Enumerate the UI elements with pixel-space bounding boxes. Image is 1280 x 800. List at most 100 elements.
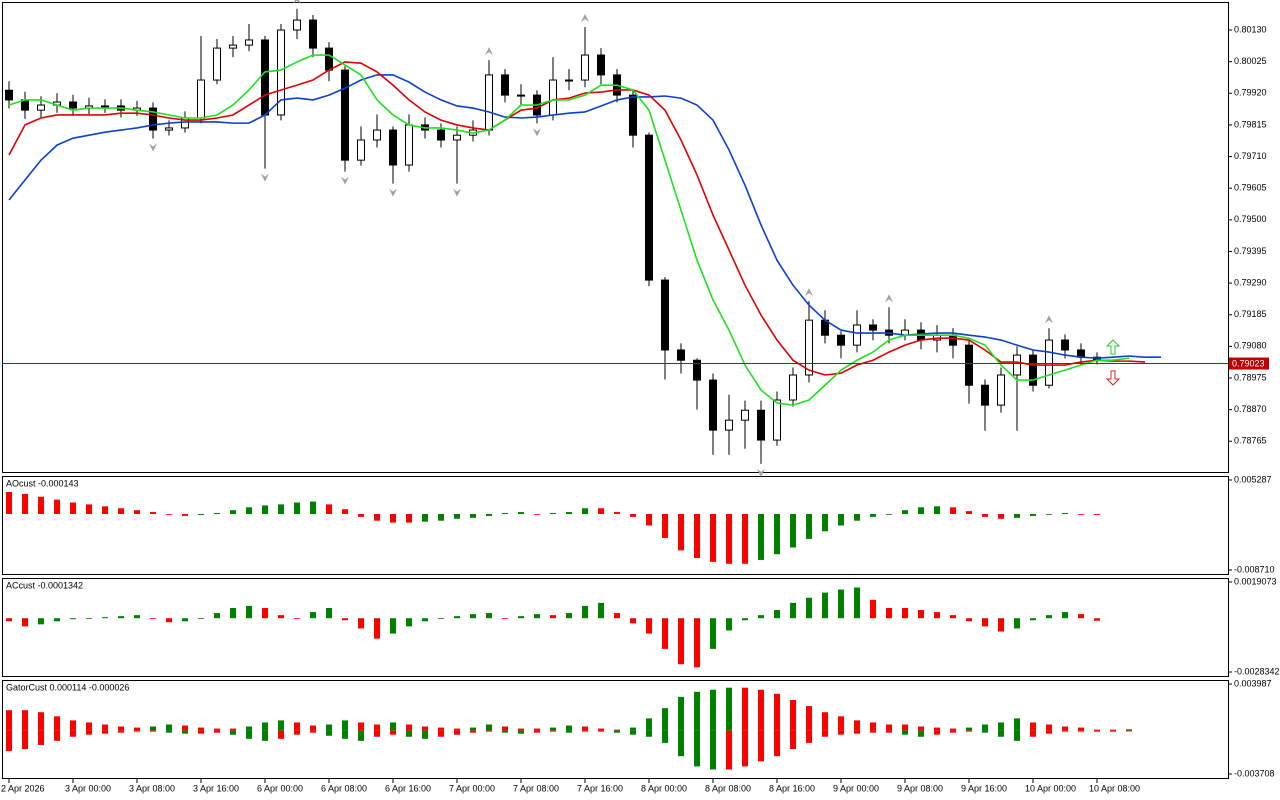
fractal-up [805,288,813,297]
histogram-bar [310,501,316,514]
histogram-bar [966,511,972,514]
histogram-bar [214,513,220,514]
histogram-bar [1078,730,1084,732]
histogram-bar [518,616,524,619]
histogram-bar [102,724,108,731]
histogram-bar [598,602,604,619]
price-pane [2,2,1229,473]
histogram-bar [646,718,652,731]
histogram-bar [582,730,588,732]
histogram-bar [1094,618,1100,621]
histogram-bar [966,727,972,731]
fractal-down [757,468,765,477]
histogram-bar [214,728,220,731]
histogram-bar [182,513,188,516]
histogram-bar [886,607,892,619]
histogram-bar [646,513,652,526]
histogram-bar [358,722,364,731]
histogram-bar [742,618,748,621]
y-tick-label: 0.003987 [1234,678,1272,688]
histogram-bar [134,615,140,619]
histogram-bar [182,725,188,731]
histogram-bar [150,726,156,731]
histogram-bar [102,730,108,734]
histogram-bar [502,730,508,733]
histogram-bar [1030,730,1036,737]
candle-body [101,105,109,108]
histogram-bar [342,720,348,731]
histogram-bar [54,730,60,741]
histogram-bar [214,730,220,733]
x-tick-label: 6 Apr 00:00 [257,783,303,793]
candle-body [981,384,989,406]
histogram-bar [998,730,1004,737]
histogram-bar [854,587,860,619]
histogram-bar [694,618,700,668]
histogram-bar [198,730,204,734]
candle-body [645,134,653,281]
histogram-bar [982,724,988,731]
histogram-bar [534,513,540,515]
histogram-bar [54,618,60,622]
histogram-bar [1094,513,1100,515]
fractal-up [485,47,493,56]
histogram-bar [598,730,604,732]
histogram-bar [742,513,748,564]
histogram-bar [886,730,892,733]
histogram-bar [742,687,748,731]
histogram-bar [518,512,524,514]
fractal-up [1045,315,1053,324]
histogram-bar [534,614,540,619]
histogram-bar [678,696,684,731]
histogram-bar [902,607,908,619]
histogram-bar [326,607,332,619]
histogram-bar [758,513,764,560]
histogram-bar [886,724,892,731]
histogram-bar [406,724,412,731]
histogram-bar [230,510,236,514]
fractal-up [293,0,301,4]
histogram-bar [742,730,748,767]
histogram-bar [470,513,476,518]
histogram-bar [822,592,828,619]
candle-body [517,94,525,97]
histogram-bar [710,618,716,649]
histogram-bar [1094,729,1100,731]
histogram-bar [918,610,924,619]
candle-body [293,19,301,31]
histogram-bar [134,727,140,731]
histogram-bar [822,513,828,532]
histogram-bar [1126,729,1132,731]
candle-body [261,39,269,116]
candle-body [229,44,237,49]
histogram-bar [550,727,556,731]
x-tick-label: 3 Apr 08:00 [129,783,175,793]
histogram-bar [406,513,412,523]
candle-body [853,324,861,346]
y-tick-label: 0.80130 [1234,24,1267,34]
histogram-bar [998,618,1004,632]
histogram-bar [966,730,972,732]
histogram-bar [198,513,204,515]
histogram-bar [566,725,572,731]
y-tick-label: 0.79920 [1234,88,1267,98]
histogram-bar [486,613,492,619]
candle-body [565,79,573,82]
y-tick-label: -0.0028342 [1234,666,1280,676]
histogram-bar [694,691,700,731]
histogram-bar [822,730,828,737]
histogram-bar [838,589,844,619]
x-tick-label: 9 Apr 00:00 [833,783,879,793]
histogram-bar [454,728,460,731]
histogram-bar [1046,730,1052,734]
y-tick-label: -0.008710 [1234,564,1275,574]
fractal-up [885,294,893,303]
candle-body [501,74,509,96]
histogram-bar [6,491,12,514]
y-tick-label: 0.78975 [1234,372,1267,382]
x-tick-label: 6 Apr 16:00 [385,783,431,793]
histogram-bar [598,508,604,514]
candle-body [757,409,765,441]
candle-body [693,359,701,381]
